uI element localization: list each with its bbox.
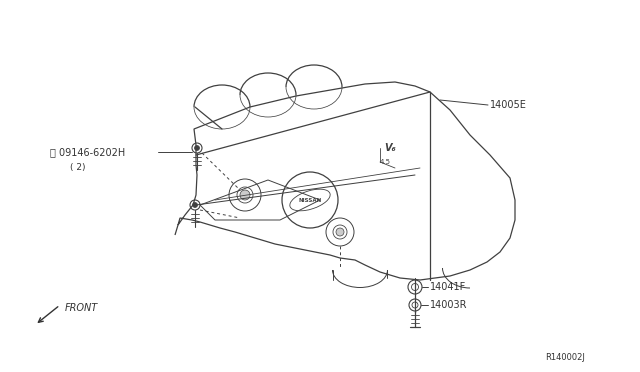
Text: 14003R: 14003R [430,300,467,310]
Text: Ⓒ 09146-6202H: Ⓒ 09146-6202H [50,147,125,157]
Text: V₆: V₆ [384,143,396,153]
Circle shape [195,145,200,151]
Text: 14005E: 14005E [490,100,527,110]
Text: 14041F: 14041F [430,282,467,292]
Circle shape [193,202,198,208]
Text: ( 2): ( 2) [70,163,86,171]
Circle shape [240,190,250,200]
Circle shape [336,228,344,236]
Text: 4.5: 4.5 [380,159,390,165]
Text: FRONT: FRONT [65,303,99,313]
Text: NISSAN: NISSAN [298,198,322,202]
Text: R140002J: R140002J [545,353,585,362]
